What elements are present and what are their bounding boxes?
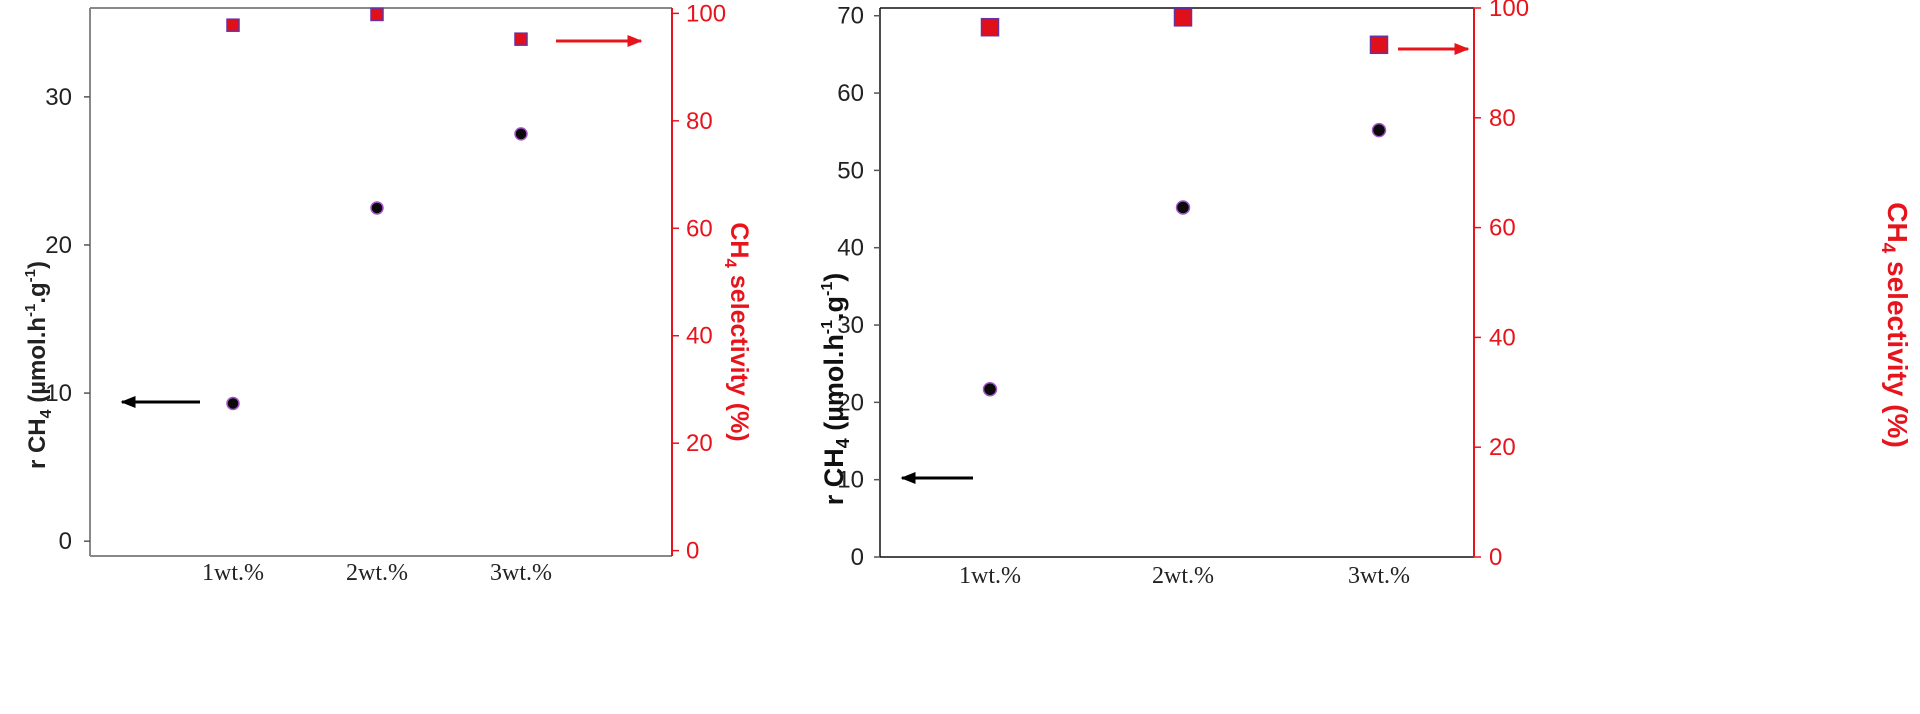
x-category-label: 1wt.%	[959, 563, 1021, 589]
y1-tick-label: 10	[837, 467, 864, 494]
y2-tick-label: 20	[1489, 434, 1516, 461]
y1-tick-label: 10	[45, 380, 72, 407]
y1-tick-label: 40	[837, 235, 864, 262]
x-category-label: 2wt.%	[346, 560, 408, 586]
y2-tick-label: 60	[1489, 215, 1516, 242]
y1-tick-label: 50	[837, 157, 864, 184]
rate-point	[514, 127, 528, 141]
y1-axis-title-b: r CH4 (µmol.h-1.g-1)	[819, 273, 853, 506]
plot-frame-a	[89, 7, 673, 557]
x-category-label: 3wt.%	[490, 560, 552, 586]
y2-tick-label: 100	[686, 0, 726, 27]
selectivity-point	[514, 32, 528, 46]
y2-tick-label: 80	[686, 108, 713, 135]
y2-tick-label: 100	[1489, 0, 1529, 22]
ticks-a: 0 10 20 30 0 20 40 60 80 100 1wt.% 2wt.% 3wt.%	[45, 0, 726, 586]
y1-tick-label: 20	[45, 232, 72, 259]
y2-tick-label: 0	[1489, 544, 1502, 571]
y1-tick-label: 20	[837, 389, 864, 416]
y2-tick-label: 80	[1489, 105, 1516, 132]
ticks-b: 0 10 20 30 40 50 60 70 0 20 40 60 80 100 1wt.% 2wt.% 3wt…	[837, 0, 1529, 589]
selectivity-point	[980, 17, 1000, 37]
rate-point	[1371, 122, 1387, 138]
rate-point	[1175, 200, 1191, 215]
x-category-label: 1wt.%	[202, 560, 264, 586]
rate-point	[982, 381, 998, 397]
y2-axis-title-b: CH4 selectivity (%)	[1877, 202, 1913, 448]
x-category-label: 2wt.%	[1152, 563, 1214, 589]
y2-tick-label: 40	[1489, 324, 1516, 351]
marks-a	[226, 7, 528, 411]
y2-tick-label: 40	[686, 323, 713, 350]
rate-point	[226, 396, 240, 411]
rate-point	[370, 201, 384, 215]
y1-tick-label: 30	[837, 312, 864, 339]
selectivity-point	[1369, 35, 1389, 55]
y2-axis-title-a: CH4 selectivity (%)	[721, 222, 753, 441]
chart-panel-a: 0 10 20 30 0 20 40 60 80 100 1wt.% 2wt.% 3wt.% r CH4…	[22, 0, 753, 586]
y1-tick-label: 60	[837, 80, 864, 107]
chart-panel-b: 0 10 20 30 40 50 60 70 0 20 40 60 80 100 1wt.% 2wt.% 3wt…	[819, 0, 1913, 589]
y1-tick-label: 30	[45, 84, 72, 111]
plot-frame-b	[879, 7, 1475, 558]
y1-tick-label: 70	[837, 3, 864, 30]
selectivity-point	[1173, 8, 1193, 27]
y2-tick-label: 60	[686, 215, 713, 242]
y1-axis-title-a: r CH4 (µmol.h-1.g-1)	[22, 261, 55, 469]
y2-tick-label: 0	[686, 538, 699, 565]
y1-tick-label: 0	[59, 528, 72, 555]
x-category-label: 3wt.%	[1348, 563, 1410, 589]
marks-b	[980, 8, 1389, 397]
selectivity-point	[370, 7, 384, 22]
selectivity-point	[226, 18, 240, 32]
y2-tick-label: 20	[686, 430, 713, 457]
y1-tick-label: 0	[851, 544, 864, 571]
